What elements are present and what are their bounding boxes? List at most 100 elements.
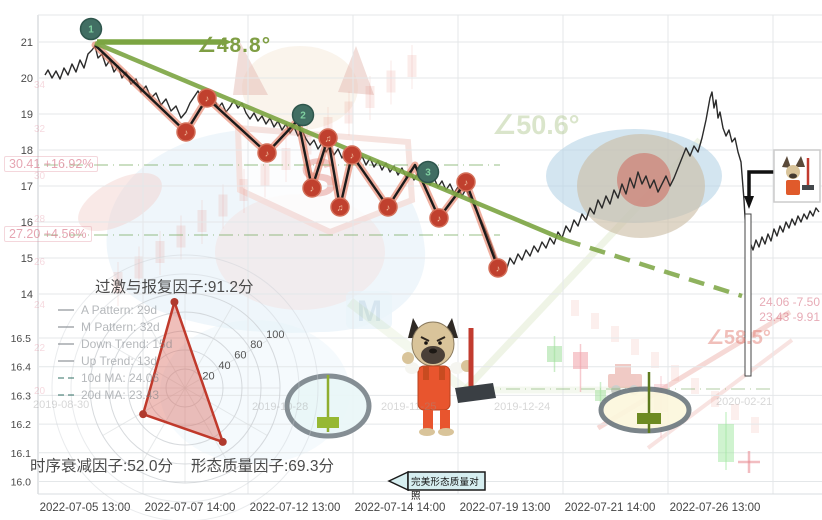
radar-vertex (218, 437, 227, 446)
radar-chart: 20 40 60 80 100 (51, 254, 319, 520)
beat-marker: ♪ (302, 178, 322, 198)
y2-axis-tick: 16.3 (11, 390, 32, 402)
y-axis-tick: 16 (21, 217, 33, 229)
y2-axis-tick: 16.0 (11, 477, 32, 489)
y2-axis-tick: 16.5 (11, 333, 32, 345)
x-axis-tick: 2022-07-05 13:00 (40, 502, 131, 514)
trend-touch-marker: 1 (79, 17, 103, 41)
mini-mascot-box (773, 149, 821, 203)
music-note-icon: ♪ (496, 264, 501, 274)
hammer-head (455, 383, 496, 403)
beat-marker: ♫ (330, 197, 350, 217)
y-axis-tick: 17 (21, 181, 33, 193)
x-axis-tick: 2022-07-07 14:00 (145, 502, 236, 514)
beat-marker: ♪ (257, 143, 277, 163)
radar-polygon (141, 297, 225, 444)
y-axis-tick: 14 (21, 289, 33, 301)
radar-ring-label: 60 (234, 350, 246, 362)
dog-overalls (417, 365, 451, 411)
mascot-dog (402, 318, 496, 436)
x-axis-tick: 2022-07-19 13:00 (460, 502, 551, 514)
mini-hammer-head (802, 185, 814, 190)
radar-ring (70, 273, 300, 503)
music-note-icon: ♫ (325, 134, 332, 144)
beat-marker: ♪ (342, 145, 362, 165)
radar-ring-label: 100 (266, 329, 284, 341)
m-badge (346, 291, 392, 329)
music-note-icon: ♪ (205, 94, 210, 104)
y-axis-tick: 21 (21, 37, 33, 49)
perfect-pattern-compare-button[interactable]: 完美形态质量对照 (386, 470, 488, 502)
touch-marker-number: 3 (425, 168, 431, 179)
dog-nose (429, 348, 437, 354)
chest-shape (215, 194, 385, 310)
markers-layer: ♪ ♪ ♪ ♪ ♫ ♫ ♪ ♪ ♪ ♪ ♪ 1 2 3 (79, 17, 508, 278)
trend-touch-marker: 2 (291, 103, 315, 127)
touch-marker-number: 2 (300, 111, 306, 122)
dog-muzzle (421, 346, 445, 364)
beat-marker: ♪ (456, 172, 476, 192)
watermark-candles-down (571, 300, 794, 450)
dog-foot (438, 428, 454, 436)
y-axis-tick: 20 (21, 73, 33, 85)
horizontal-line-tip (222, 38, 232, 46)
x-axis-tick: 2022-07-12 13:00 (250, 502, 341, 514)
comparison-layer (284, 336, 760, 473)
x-axis-tick: 2022-07-21 14:00 (565, 502, 656, 514)
dog-fist (402, 352, 414, 364)
dog-sleeve (405, 362, 419, 374)
radar-spoke (184, 387, 268, 436)
dog-sleeve (450, 362, 464, 374)
beat-marker: ♪ (429, 208, 449, 228)
radar-ring-label: 80 (250, 339, 262, 351)
current-annotation (744, 149, 821, 377)
dog-foot (419, 428, 435, 436)
downtrend-line-projection (564, 237, 743, 299)
y-axis-tick: 15 (21, 253, 33, 265)
radar-spoke (102, 340, 186, 389)
mini-dog-body (786, 180, 800, 195)
beat-marker: ♪ (176, 122, 196, 142)
head-shape (242, 46, 358, 130)
touch-marker-number: 1 (88, 25, 94, 36)
mini-dog-ear (782, 156, 791, 168)
beat-marker: ♪ (197, 88, 217, 108)
beat-marker: ♫ (318, 128, 338, 148)
radar-ring (51, 254, 319, 520)
music-note-icon: ♫ (337, 203, 344, 213)
arm-shape (78, 172, 162, 232)
music-note-icon: ♪ (310, 184, 315, 194)
radar-ring-label: 40 (218, 360, 230, 372)
ear-shape (233, 42, 268, 95)
annotation-arrowhead-icon (744, 196, 754, 209)
radar-spoke (184, 387, 233, 471)
trend-touch-marker: 3 (416, 160, 440, 184)
music-note-icon: ♪ (265, 149, 270, 159)
radar-spoke (137, 387, 186, 471)
badge-label: 完美形态质量对照 (411, 477, 479, 502)
dog-leg (440, 410, 450, 430)
comparison-ellipse-left (284, 373, 372, 439)
watermark-candles-up (113, 45, 417, 306)
dog-brow (436, 336, 446, 342)
s-shield (234, 124, 416, 236)
radar-spoke (184, 305, 233, 389)
badge-arrow-icon (387, 470, 486, 492)
comparison-ellipse-right (598, 372, 692, 434)
radar-vertex (170, 298, 179, 307)
radar-spoke (184, 340, 268, 389)
beat-marker: ♪ (378, 197, 398, 217)
annotation-elbow-line (747, 170, 775, 198)
dog-leg (423, 410, 433, 430)
m-letter: M (357, 295, 382, 328)
x-axis-tick: 2022-07-14 14:00 (355, 502, 446, 514)
beat-marker: ♪ (488, 258, 508, 278)
music-note-icon: ♪ (350, 151, 355, 161)
mini-dog-ear (795, 156, 805, 167)
x-axis-tick: 2022-07-26 13:00 (670, 502, 761, 514)
ear-shape (338, 46, 374, 95)
y2-axis-tick: 16.4 (11, 362, 32, 374)
y-axis-tick: 18 (21, 145, 33, 157)
music-note-icon: ♪ (386, 203, 391, 213)
